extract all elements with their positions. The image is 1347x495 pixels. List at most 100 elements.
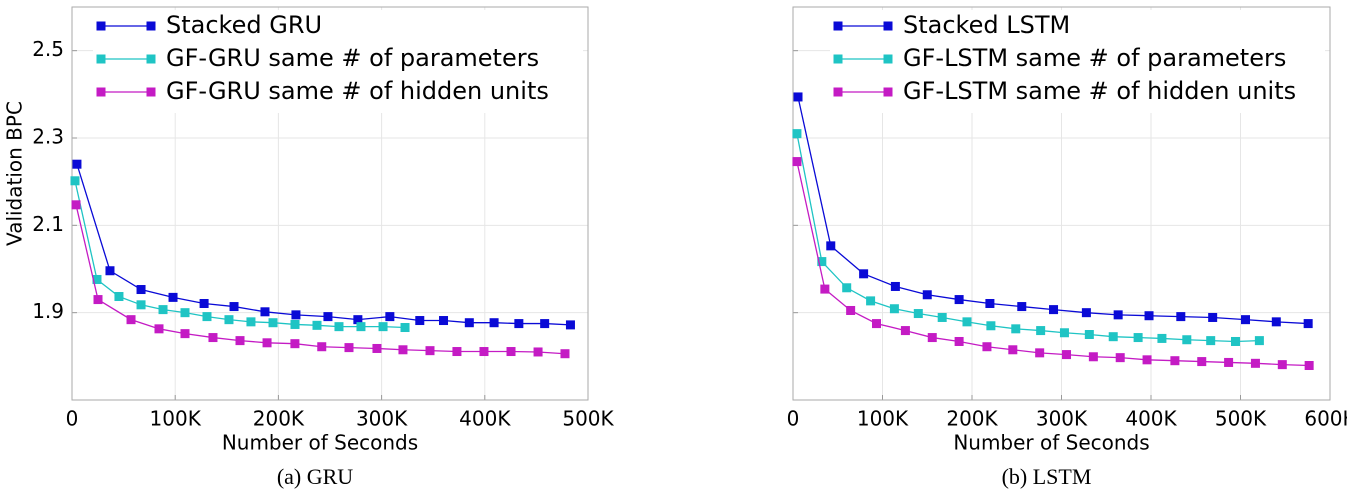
x-tick-label: 300K xyxy=(1036,407,1088,431)
point-marker xyxy=(158,305,168,315)
point-marker xyxy=(224,315,234,325)
point-marker xyxy=(982,342,992,352)
point-marker xyxy=(72,159,82,169)
point-marker xyxy=(1208,312,1218,322)
y-tick-label: 2.5 xyxy=(32,37,64,61)
y-axis-label: Validation BPC xyxy=(3,101,27,246)
legend-marker xyxy=(883,54,893,64)
point-marker xyxy=(378,322,388,332)
point-marker xyxy=(229,302,239,312)
x-tick-label: 400K xyxy=(1125,407,1177,431)
legend-marker xyxy=(146,21,156,31)
point-marker xyxy=(533,347,543,357)
point-marker xyxy=(1206,336,1216,346)
point-marker xyxy=(290,339,300,349)
point-marker xyxy=(872,319,882,329)
x-tick-label: 100K xyxy=(150,407,202,431)
point-marker xyxy=(1230,336,1240,346)
point-marker xyxy=(922,290,932,300)
point-marker xyxy=(859,269,869,279)
point-marker xyxy=(792,129,802,139)
point-marker xyxy=(1035,348,1045,358)
point-marker xyxy=(136,300,146,310)
point-marker xyxy=(425,346,435,356)
point-marker xyxy=(334,322,344,332)
legend-label: GF-LSTM same # of parameters xyxy=(903,44,1286,72)
point-marker xyxy=(927,333,937,343)
point-marker xyxy=(1008,345,1018,355)
point-marker xyxy=(986,321,996,331)
point-marker xyxy=(985,298,995,308)
x-axis-label: Number of Seconds xyxy=(953,431,1149,455)
point-marker xyxy=(913,309,923,319)
point-marker xyxy=(1277,360,1287,370)
point-marker xyxy=(353,315,363,325)
series-line xyxy=(74,180,406,329)
point-marker xyxy=(464,318,474,328)
point-marker xyxy=(180,308,190,318)
point-marker xyxy=(514,319,524,329)
point-marker xyxy=(105,266,115,276)
point-marker xyxy=(820,284,830,294)
point-marker xyxy=(1036,326,1046,336)
point-marker xyxy=(344,343,354,353)
legend-label: Stacked LSTM xyxy=(903,11,1070,39)
x-tick-label: 500K xyxy=(1215,407,1267,431)
point-marker xyxy=(93,295,103,305)
point-marker xyxy=(400,323,410,333)
point-marker xyxy=(1115,353,1125,363)
point-marker xyxy=(1144,311,1154,321)
point-marker xyxy=(842,283,852,293)
point-marker xyxy=(291,310,301,320)
legend-marker xyxy=(833,54,843,64)
x-tick-label: 200K xyxy=(946,407,998,431)
legend-marker xyxy=(96,87,106,97)
x-tick-label: 0 xyxy=(66,407,79,431)
point-marker xyxy=(290,319,300,329)
legend-box xyxy=(93,10,583,113)
point-marker xyxy=(1049,305,1059,315)
point-marker xyxy=(439,316,449,326)
point-marker xyxy=(846,305,856,315)
point-marker xyxy=(1254,336,1264,346)
point-marker xyxy=(312,320,322,330)
point-marker xyxy=(372,343,382,353)
point-marker xyxy=(479,347,489,357)
point-marker xyxy=(70,176,80,186)
y-tick-label: 2.1 xyxy=(32,212,64,236)
point-marker xyxy=(817,257,827,267)
point-marker xyxy=(398,345,408,355)
point-marker xyxy=(1176,312,1186,322)
point-marker xyxy=(866,296,876,306)
legend-label: Stacked GRU xyxy=(166,11,322,39)
legend-marker xyxy=(146,54,156,64)
point-marker xyxy=(1142,355,1152,365)
plot-frame xyxy=(792,6,1331,401)
point-marker xyxy=(126,315,136,325)
point-marker xyxy=(1059,328,1069,338)
point-marker xyxy=(168,292,178,302)
point-marker xyxy=(208,333,218,343)
point-marker xyxy=(560,349,570,359)
point-marker xyxy=(889,304,899,314)
point-marker xyxy=(356,322,366,332)
legend-marker xyxy=(883,21,893,31)
point-marker xyxy=(385,312,395,322)
point-marker xyxy=(323,312,333,322)
point-marker xyxy=(268,318,278,328)
point-marker xyxy=(317,342,327,352)
point-marker xyxy=(235,336,245,346)
point-marker xyxy=(540,319,550,329)
point-marker xyxy=(452,347,462,357)
point-marker xyxy=(1241,315,1251,325)
point-marker xyxy=(792,157,802,167)
legend-marker xyxy=(833,87,843,97)
x-tick-label: 0 xyxy=(787,407,800,431)
point-marker xyxy=(1017,302,1027,312)
point-marker xyxy=(202,312,212,322)
legend-marker xyxy=(96,21,106,31)
point-marker xyxy=(489,318,499,328)
point-marker xyxy=(1157,333,1167,343)
legend-marker xyxy=(833,21,843,31)
